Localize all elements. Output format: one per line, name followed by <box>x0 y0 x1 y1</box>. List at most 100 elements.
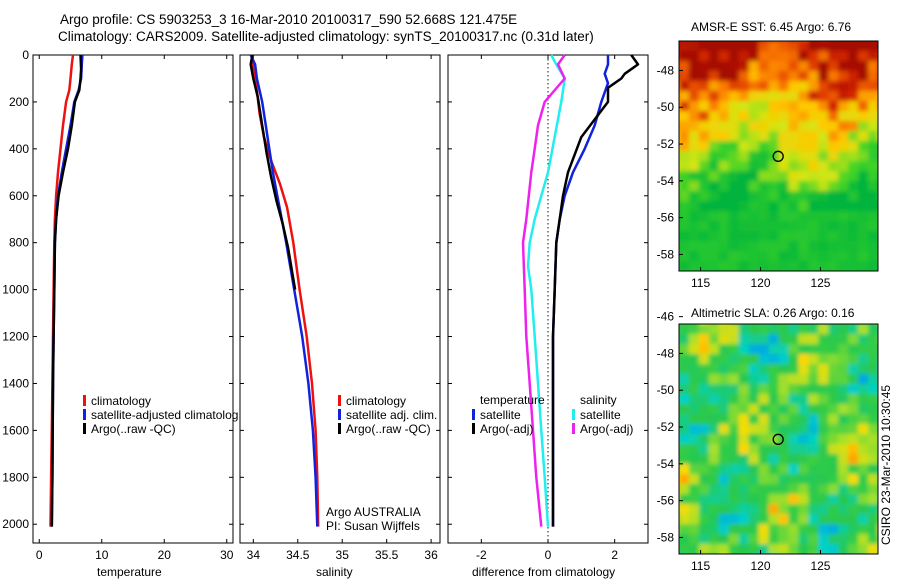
heatmap-cell <box>738 484 750 495</box>
heatmap-cell <box>688 191 700 202</box>
heatmap-cell <box>788 414 799 425</box>
heatmap-cell <box>679 514 680 525</box>
legend-heading: temperature <box>480 393 545 407</box>
difference-profile-panel: -2 0 2 difference from climatology temperatu… <box>447 54 649 579</box>
heatmap-cell <box>878 41 889 52</box>
heatmap-cell <box>838 534 849 545</box>
heatmap-cell <box>758 534 770 545</box>
heatmap-cell <box>798 454 809 465</box>
heatmap-cell <box>878 241 889 252</box>
heatmap-cell <box>778 384 790 395</box>
heatmap-cell <box>708 334 720 345</box>
heatmap-cell <box>679 41 690 52</box>
heatmap-cell <box>788 464 799 475</box>
heatmap-cell <box>828 181 839 192</box>
heatmap-cell <box>838 344 849 355</box>
heatmap-cell <box>788 434 799 445</box>
heatmap-cell <box>778 364 790 375</box>
heatmap-cell <box>768 111 780 122</box>
heatmap-cell <box>679 111 690 122</box>
heatmap-cell <box>818 201 829 212</box>
heatmap-cell <box>828 101 839 112</box>
heatmap-cell <box>768 61 780 72</box>
heatmap-cell <box>738 191 750 202</box>
legend-swatch <box>572 409 575 420</box>
heatmap-cell <box>718 544 730 554</box>
heatmap-cell <box>708 404 720 415</box>
heatmap-cell <box>718 474 730 485</box>
heatmap-cell <box>788 534 799 545</box>
heatmap-cell <box>679 251 690 262</box>
x-tick-label: 36 <box>424 548 438 562</box>
heatmap-cell <box>728 91 740 102</box>
heatmap-cell <box>798 41 809 52</box>
heatmap-cell <box>778 131 790 142</box>
heatmap-cell <box>848 334 859 345</box>
x-tick-label: 125 <box>810 559 830 573</box>
heatmap-cell <box>679 121 690 132</box>
heatmap-cell <box>748 211 760 222</box>
heatmap-cell <box>708 464 720 475</box>
heatmap-cell <box>838 131 849 142</box>
heatmap-cell <box>738 101 750 112</box>
sst-map-field <box>679 41 889 282</box>
heatmap-cell <box>878 314 889 325</box>
heatmap-cell <box>878 81 889 92</box>
heatmap-cell <box>798 474 809 485</box>
heatmap-cell <box>778 444 790 455</box>
heatmap-cell <box>878 121 889 132</box>
heatmap-cell <box>798 324 809 335</box>
heatmap-cell <box>698 374 710 385</box>
heatmap-cell <box>788 41 799 52</box>
heatmap-cell <box>728 404 740 415</box>
heatmap-cell <box>739 271 750 282</box>
heatmap-cell <box>708 51 720 62</box>
heatmap-cell <box>848 221 859 232</box>
heatmap-cell <box>818 514 829 525</box>
heatmap-cell <box>778 211 790 222</box>
heatmap-cell <box>748 394 760 405</box>
heatmap-cell <box>698 464 710 475</box>
y-tick-label: 1000 <box>2 283 29 297</box>
heatmap-cell <box>808 261 819 271</box>
y-tick-label: 1400 <box>2 376 29 390</box>
heatmap-cell <box>858 131 869 142</box>
heatmap-cell <box>738 404 750 415</box>
heatmap-cell <box>788 354 799 365</box>
heatmap-cell <box>698 434 710 445</box>
heatmap-cell <box>848 404 859 415</box>
heatmap-cell <box>858 151 869 162</box>
heatmap-cell <box>738 91 750 102</box>
y-tick-label: 2000 <box>2 517 29 531</box>
heatmap-cell <box>838 404 849 415</box>
heatmap-cell <box>828 201 839 212</box>
heatmap-cell <box>838 524 849 535</box>
heatmap-cell <box>868 534 878 545</box>
heatmap-cell <box>708 91 720 102</box>
heatmap-cell <box>878 374 889 385</box>
heatmap-cell <box>818 171 829 182</box>
heatmap-cell <box>748 364 760 375</box>
heatmap-cell <box>818 131 829 142</box>
series-line-temp-argo <box>551 54 640 527</box>
heatmap-cell <box>878 211 889 222</box>
heatmap-cell <box>788 71 799 82</box>
heatmap-cell <box>788 171 799 182</box>
heatmap-cell <box>798 161 809 172</box>
y-tick-label: -56 <box>657 211 675 225</box>
y-tick-label: -48 <box>657 346 675 360</box>
heatmap-cell <box>788 334 799 345</box>
heatmap-cell <box>679 534 690 545</box>
side-label: CSIRO 23-Mar-2010 10:30:45 <box>879 385 893 545</box>
heatmap-cell <box>788 474 799 485</box>
heatmap-cell <box>718 241 730 252</box>
heatmap-cell <box>828 91 839 102</box>
heatmap-cell <box>688 221 700 232</box>
heatmap-cell <box>748 324 760 335</box>
heatmap-cell <box>868 251 878 262</box>
heatmap-cell <box>698 61 710 72</box>
heatmap-cell <box>868 484 878 495</box>
heatmap-cell <box>828 71 839 82</box>
heatmap-cell <box>798 221 809 232</box>
heatmap-cell <box>788 91 799 102</box>
